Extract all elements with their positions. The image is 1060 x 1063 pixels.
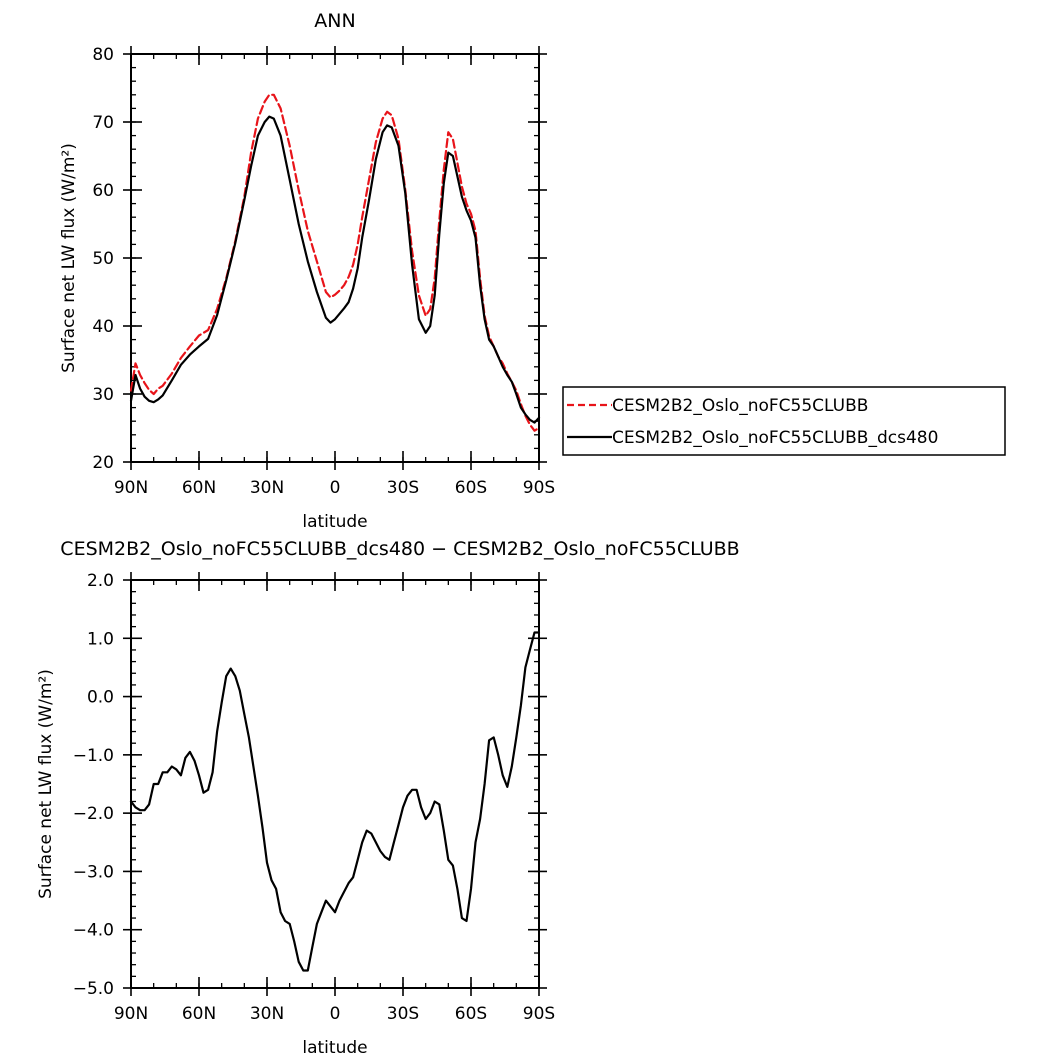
top-series-line-2 [129, 115, 541, 424]
top-x-tick-label: 60S [455, 478, 487, 498]
top-x-tick-label: 0 [330, 478, 341, 498]
bottom-y-tick-label: −4.0 [73, 921, 114, 941]
top-y-tick-label: 50 [92, 249, 114, 269]
top-x-tick-label: 60N [182, 478, 216, 498]
bottom-x-tick-label: 90N [114, 1004, 148, 1024]
legend-entry-1: CESM2B2_Oslo_noFC55CLUBB [612, 396, 868, 416]
bottom-y-tick-label: −5.0 [73, 979, 114, 999]
top-x-axis-label: latitude [302, 512, 367, 532]
bottom-panel-title: CESM2B2_Oslo_noFC55CLUBB_dcs480 − CESM2B… [60, 538, 739, 560]
top-x-ticks: 90N 60N 30N 0 30S 60S 90S [114, 46, 555, 498]
bottom-x-tick-label: 30N [250, 1004, 284, 1024]
bottom-x-ticks: 90N 60N 30N 0 30S 60S 90S [114, 572, 555, 1024]
top-panel-annual-flux: ANN 90N 60N 30N 0 30S 60S 90S 20 30 40 50 60 70 80 l… [59, 10, 1006, 532]
bottom-panel-difference: CESM2B2_Oslo_noFC55CLUBB_dcs480 − CESM2B… [36, 538, 740, 1058]
top-x-tick-label: 90S [523, 478, 555, 498]
bottom-y-tick-label: 2.0 [87, 571, 114, 591]
bottom-y-tick-label: 0.0 [87, 688, 114, 708]
bottom-x-axis-label: latitude [302, 1038, 367, 1058]
top-y-ticks: 20 30 40 50 60 70 80 [92, 45, 547, 473]
bottom-y-tick-label: −1.0 [73, 746, 114, 766]
bottom-x-tick-label: 30S [387, 1004, 419, 1024]
top-x-tick-label: 30S [387, 478, 419, 498]
bottom-y-ticks: 2.0 1.0 0.0 −1.0 −2.0 −3.0 −4.0 −5.0 [73, 571, 547, 999]
legend: CESM2B2_Oslo_noFC55CLUBB CESM2B2_Oslo_no… [562, 386, 1006, 456]
bottom-series-lines [129, 631, 541, 972]
bottom-series-line-1 [129, 631, 541, 972]
top-y-tick-label: 70 [92, 113, 114, 133]
top-y-tick-label: 30 [92, 385, 114, 405]
top-y-tick-label: 40 [92, 317, 114, 337]
legend-box [562, 386, 1006, 456]
bottom-x-tick-label: 60N [182, 1004, 216, 1024]
bottom-y-tick-label: −3.0 [73, 862, 114, 882]
top-y-axis-label: Surface net LW flux (W/m²) [59, 143, 79, 373]
bottom-y-tick-label: −2.0 [73, 804, 114, 824]
bottom-y-tick-label: 1.0 [87, 629, 114, 649]
top-panel-title: ANN [314, 10, 355, 32]
top-x-tick-label: 90N [114, 478, 148, 498]
bottom-y-axis-label: Surface net LW flux (W/m²) [36, 669, 56, 899]
top-y-tick-label: 60 [92, 181, 114, 201]
top-y-tick-label: 80 [92, 45, 114, 65]
legend-entry-2: CESM2B2_Oslo_noFC55CLUBB_dcs480 [612, 428, 938, 448]
bottom-x-tick-label: 90S [523, 1004, 555, 1024]
bottom-plot-frame [130, 579, 540, 989]
top-y-tick-label: 20 [92, 453, 114, 473]
top-series-lines [129, 93, 541, 432]
bottom-x-tick-label: 0 [330, 1004, 341, 1024]
top-x-tick-label: 30N [250, 478, 284, 498]
bottom-x-tick-label: 60S [455, 1004, 487, 1024]
